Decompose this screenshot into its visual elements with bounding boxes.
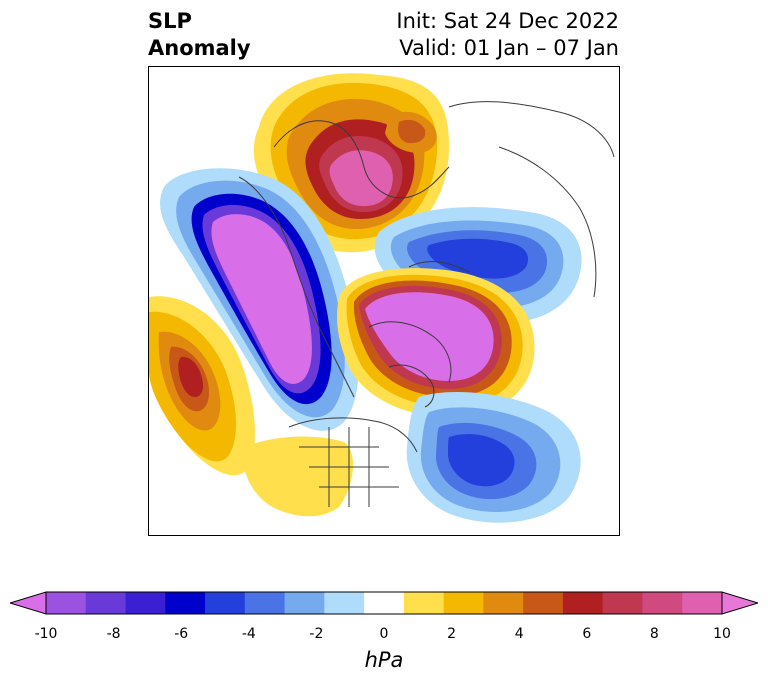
map-title: SLP Anomaly [148, 8, 251, 62]
colorbar-swatch [523, 592, 564, 614]
anomaly-map [149, 67, 619, 535]
map-subtitle: Init: Sat 24 Dec 2022 Valid: 01 Jan – 07… [396, 8, 619, 62]
colorbar-tick-label: 10 [713, 626, 731, 642]
colorbar-swatch [85, 592, 127, 614]
colorbar-swatch [403, 592, 445, 614]
init-date: Init: Sat 24 Dec 2022 [396, 9, 619, 33]
colorbar-swatch [284, 592, 325, 614]
colorbar-swatch [364, 592, 405, 614]
positive-anomaly-arctic [337, 268, 535, 417]
title-line-2: Anomaly [148, 36, 251, 60]
colorbar-swatch [483, 592, 524, 614]
colorbar-extend-max [721, 591, 758, 615]
positive-anomaly-western-us [243, 436, 354, 517]
colorbar-swatch [682, 592, 723, 614]
colorbar-swatch [443, 592, 484, 614]
colorbar-tick-label: 8 [649, 626, 659, 642]
colorbar-swatch [324, 592, 365, 614]
colorbar-tick-label: -10 [34, 626, 58, 642]
colorbar-tick-label: -6 [174, 626, 189, 642]
positive-anomaly-north-pacific [149, 296, 255, 476]
title-line-1: SLP [148, 9, 192, 33]
colorbar-tick-label: -2 [309, 626, 324, 642]
positive-anomaly-scandinavia [385, 111, 437, 153]
colorbar-swatch [165, 592, 206, 614]
colorbar-swatch [562, 592, 604, 614]
coastlines [238, 101, 615, 507]
negative-anomaly-alaska [160, 168, 359, 431]
colorbar-outline [45, 591, 723, 615]
colorbar-swatch [244, 592, 286, 614]
colorbar-swatch [125, 592, 166, 614]
map-panel [148, 66, 620, 536]
colorbar-swatch [642, 592, 683, 614]
colorbar-tick-label: -8 [106, 626, 121, 642]
colorbar-tick-label: -4 [241, 626, 256, 642]
colorbar-tick-label: 0 [379, 626, 389, 642]
colorbar-tick-label: 4 [514, 626, 524, 642]
colorbar-tick-label: 2 [447, 626, 457, 642]
colorbar-swatch [46, 592, 87, 614]
colorbar-tick-label: 6 [582, 626, 592, 642]
colorbar-extend-min [10, 591, 47, 615]
valid-range: Valid: 01 Jan – 07 Jan [399, 36, 619, 60]
colorbar-ticks: -10 -8 -6 -4 -2 0 2 4 6 8 10 [0, 626, 768, 646]
negative-anomaly-atlantic [406, 392, 581, 523]
colorbar [10, 591, 758, 615]
colorbar-swatch [205, 592, 246, 614]
colorbar-units-label: hPa [364, 648, 404, 672]
colorbar-swatch [602, 592, 643, 614]
